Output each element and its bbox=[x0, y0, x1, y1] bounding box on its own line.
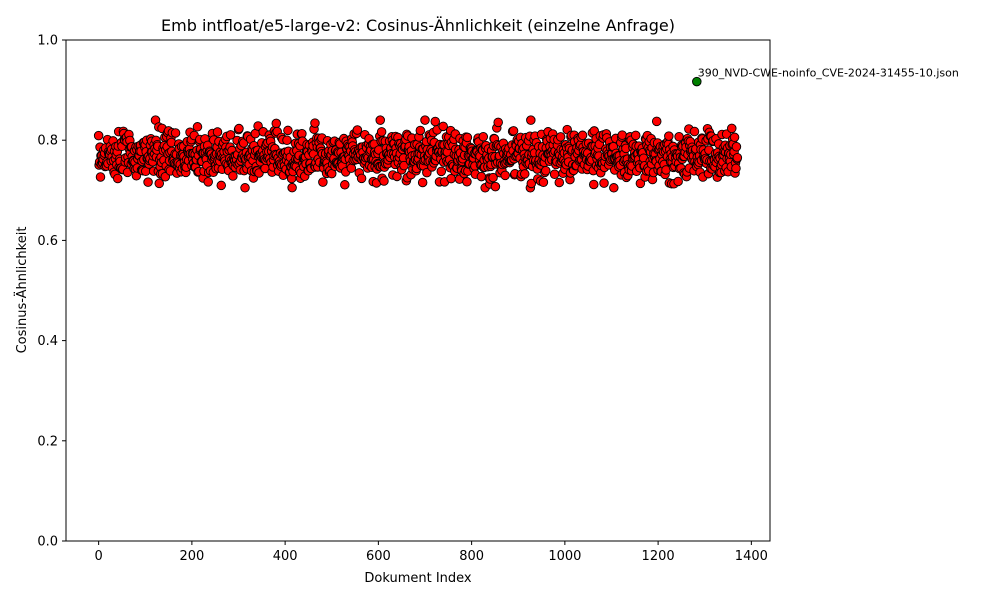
data-point bbox=[541, 165, 551, 176]
data-point bbox=[271, 118, 282, 129]
data-point bbox=[727, 123, 737, 134]
y-tick-label: 0.8 bbox=[37, 134, 58, 149]
x-axis-label: Dokument Index bbox=[364, 571, 472, 586]
data-point bbox=[93, 130, 104, 141]
data-point bbox=[635, 178, 646, 189]
data-point bbox=[609, 183, 619, 193]
data-point bbox=[228, 171, 238, 181]
data-point bbox=[192, 122, 203, 132]
data-point bbox=[554, 177, 565, 188]
data-point bbox=[346, 163, 357, 173]
data-point bbox=[112, 173, 123, 184]
data-point bbox=[731, 163, 741, 174]
data-point bbox=[589, 179, 599, 190]
data-point bbox=[689, 126, 700, 137]
data-point bbox=[356, 173, 367, 184]
data-point bbox=[310, 118, 320, 128]
x-axis: 0 200 400 600 800 1000 1200 1400 bbox=[94, 541, 768, 564]
data-point bbox=[430, 116, 441, 127]
data-point bbox=[234, 123, 244, 134]
x-tick-label: 600 bbox=[366, 549, 391, 564]
data-point bbox=[674, 131, 684, 142]
scatter-points bbox=[93, 76, 743, 193]
data-point bbox=[526, 178, 537, 189]
data-point bbox=[170, 128, 181, 138]
data-point bbox=[376, 127, 387, 137]
data-point bbox=[651, 116, 662, 127]
data-point bbox=[732, 152, 743, 163]
annotations: 390_NVD-CWE-noinfo_CVE-2024-31455-10.jso… bbox=[698, 67, 959, 80]
data-point bbox=[203, 177, 213, 187]
data-point bbox=[340, 180, 350, 190]
data-point bbox=[599, 178, 609, 188]
x-tick-label: 800 bbox=[459, 549, 484, 564]
data-point bbox=[478, 131, 489, 142]
data-point bbox=[630, 130, 641, 141]
data-point bbox=[555, 132, 566, 142]
x-tick-label: 0 bbox=[94, 549, 102, 564]
data-point bbox=[549, 169, 560, 180]
data-point bbox=[352, 125, 363, 135]
x-tick-label: 200 bbox=[179, 549, 204, 564]
y-axis: 0.0 0.2 0.4 0.6 0.8 1.0 bbox=[37, 34, 66, 550]
x-tick-label: 1000 bbox=[548, 549, 581, 564]
data-point bbox=[664, 131, 674, 141]
data-point bbox=[488, 172, 498, 183]
data-point bbox=[379, 176, 389, 186]
data-point bbox=[577, 130, 588, 141]
y-tick-label: 0.6 bbox=[37, 234, 58, 249]
data-point bbox=[392, 171, 402, 182]
x-tick-label: 1400 bbox=[735, 549, 768, 564]
data-point bbox=[731, 141, 742, 152]
x-tick-label: 400 bbox=[273, 549, 298, 564]
data-point bbox=[493, 117, 503, 128]
data-point bbox=[436, 166, 447, 177]
data-point bbox=[538, 177, 549, 187]
data-point bbox=[462, 132, 473, 143]
point-annotation: 390_NVD-CWE-noinfo_CVE-2024-31455-10.jso… bbox=[698, 67, 959, 80]
data-point bbox=[729, 132, 740, 143]
data-point bbox=[212, 127, 223, 137]
data-point bbox=[476, 171, 487, 182]
data-point bbox=[225, 130, 236, 140]
data-point bbox=[375, 115, 385, 125]
data-point bbox=[673, 176, 683, 187]
data-point bbox=[283, 125, 293, 136]
data-point bbox=[282, 135, 292, 146]
data-point bbox=[526, 115, 536, 125]
y-tick-label: 0.2 bbox=[37, 434, 58, 449]
plot-frame bbox=[65, 39, 771, 542]
data-point bbox=[462, 177, 472, 187]
data-point bbox=[438, 121, 448, 132]
data-point bbox=[95, 172, 106, 182]
data-point bbox=[508, 126, 519, 136]
x-tick-label: 1200 bbox=[642, 549, 675, 564]
chart-title: Emb intfloat/e5-large-v2: Cosinus-Ähnlic… bbox=[161, 16, 675, 35]
data-point bbox=[240, 183, 250, 193]
data-point bbox=[143, 177, 153, 187]
data-point bbox=[415, 125, 426, 136]
data-point bbox=[420, 115, 430, 125]
data-point bbox=[520, 169, 530, 179]
data-point bbox=[318, 177, 328, 187]
data-point bbox=[500, 170, 510, 181]
y-tick-label: 0.0 bbox=[37, 535, 58, 550]
y-axis-label: Cosinus-Ähnlichkeit bbox=[14, 227, 30, 354]
highlight-point bbox=[692, 76, 702, 87]
data-point bbox=[490, 181, 501, 192]
y-tick-label: 1.0 bbox=[37, 34, 58, 49]
data-point bbox=[287, 182, 297, 193]
data-point bbox=[417, 177, 428, 188]
data-point bbox=[399, 160, 409, 171]
data-point bbox=[154, 178, 164, 189]
data-point bbox=[216, 180, 226, 191]
y-tick-label: 0.4 bbox=[37, 334, 58, 349]
